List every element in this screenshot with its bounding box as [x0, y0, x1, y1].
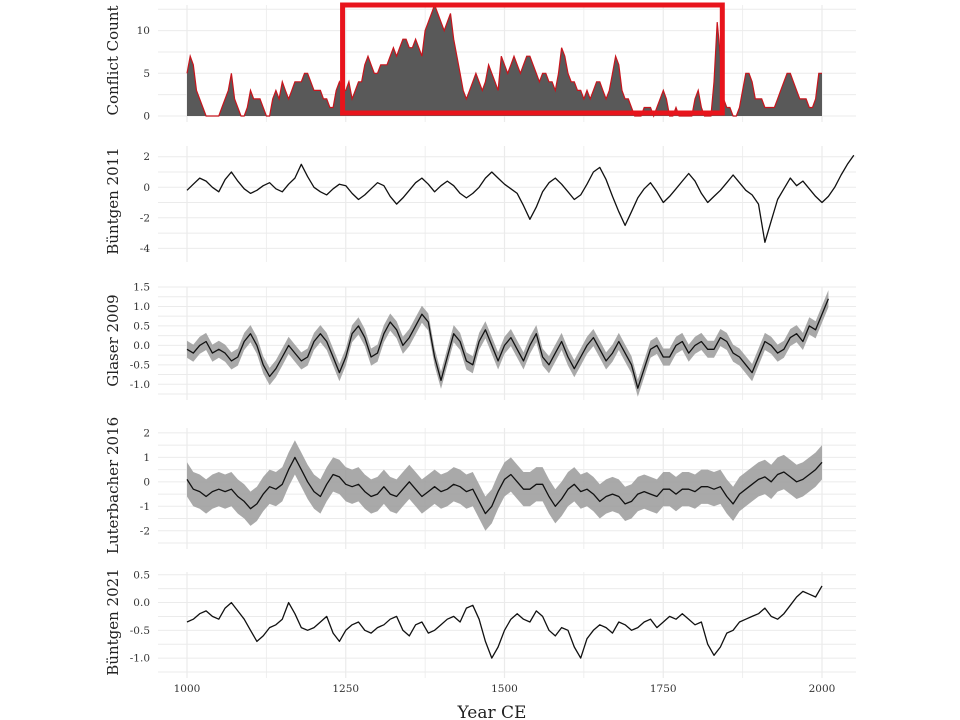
panel-5: -1.0 -0.5 0.0 0.5 Büntgen 2021	[104, 568, 856, 678]
y-tick-label: -0.5	[130, 359, 150, 371]
y-tick-label: 5	[143, 68, 150, 80]
x-tick-label: 1250	[332, 683, 359, 695]
uncertainty-ribbon	[187, 440, 822, 531]
y-tick-label: 1.5	[133, 282, 150, 294]
y-axis-label: Büntgen 2021	[104, 568, 122, 675]
y-tick-label: -4	[140, 243, 151, 255]
conflict-area	[187, 5, 822, 116]
panel-3: -1.0 -0.5 0.0 0.5 1.0 1.5 Glaser 2009	[104, 282, 856, 400]
y-tick-label: 2	[143, 151, 150, 163]
panel-1: 0 5 10 Conflict Count	[104, 3, 856, 123]
series-line	[186, 298, 830, 389]
y-tick-label: -1.0	[130, 379, 150, 391]
y-tick-label: 1.0	[133, 301, 150, 313]
y-tick-label: 0.5	[133, 569, 150, 581]
y-tick-label: -2	[140, 525, 150, 537]
y-axis-label: Luterbacher 2016	[104, 417, 122, 554]
y-tick-label: 0.5	[133, 320, 150, 332]
panel-grid	[158, 146, 856, 262]
y-tick-label: 0	[143, 182, 150, 194]
series-line	[186, 456, 823, 515]
panel-4: -2 -1 0 1 2 Luterbacher 2016	[104, 417, 856, 554]
x-tick-label: 1500	[491, 683, 518, 695]
y-tick-label: 2	[143, 427, 150, 439]
y-tick-label: -2	[140, 212, 150, 224]
x-tick-label: 1750	[650, 683, 677, 695]
conflict-line	[186, 3, 822, 118]
x-axis: 1000 1250 1500 1750 2000 Year CE	[174, 683, 836, 720]
uncertainty-ribbon	[187, 290, 829, 397]
panel-grid	[158, 572, 856, 678]
panel-2: -4 -2 0 2 Büntgen 2011	[104, 146, 856, 262]
highlight-box	[340, 2, 725, 116]
y-tick-label: 0	[143, 111, 150, 123]
x-axis-label: Year CE	[457, 703, 527, 720]
y-tick-label: 0.0	[133, 340, 150, 352]
y-axis-label: Büntgen 2011	[104, 147, 122, 254]
y-tick-label: 10	[137, 25, 150, 37]
y-axis-label: Conflict Count	[104, 5, 122, 115]
y-tick-label: 0.0	[133, 597, 150, 609]
series-line	[186, 154, 855, 243]
y-tick-label: -1	[140, 501, 150, 513]
y-tick-label: 0	[143, 476, 150, 488]
x-tick-label: 1000	[174, 683, 201, 695]
series-line	[186, 585, 823, 659]
y-tick-label: -1.0	[130, 653, 150, 665]
y-axis-label: Glaser 2009	[104, 294, 122, 386]
x-tick-label: 2000	[809, 683, 836, 695]
y-tick-label: -0.5	[130, 625, 150, 637]
y-tick-label: 1	[143, 452, 150, 464]
